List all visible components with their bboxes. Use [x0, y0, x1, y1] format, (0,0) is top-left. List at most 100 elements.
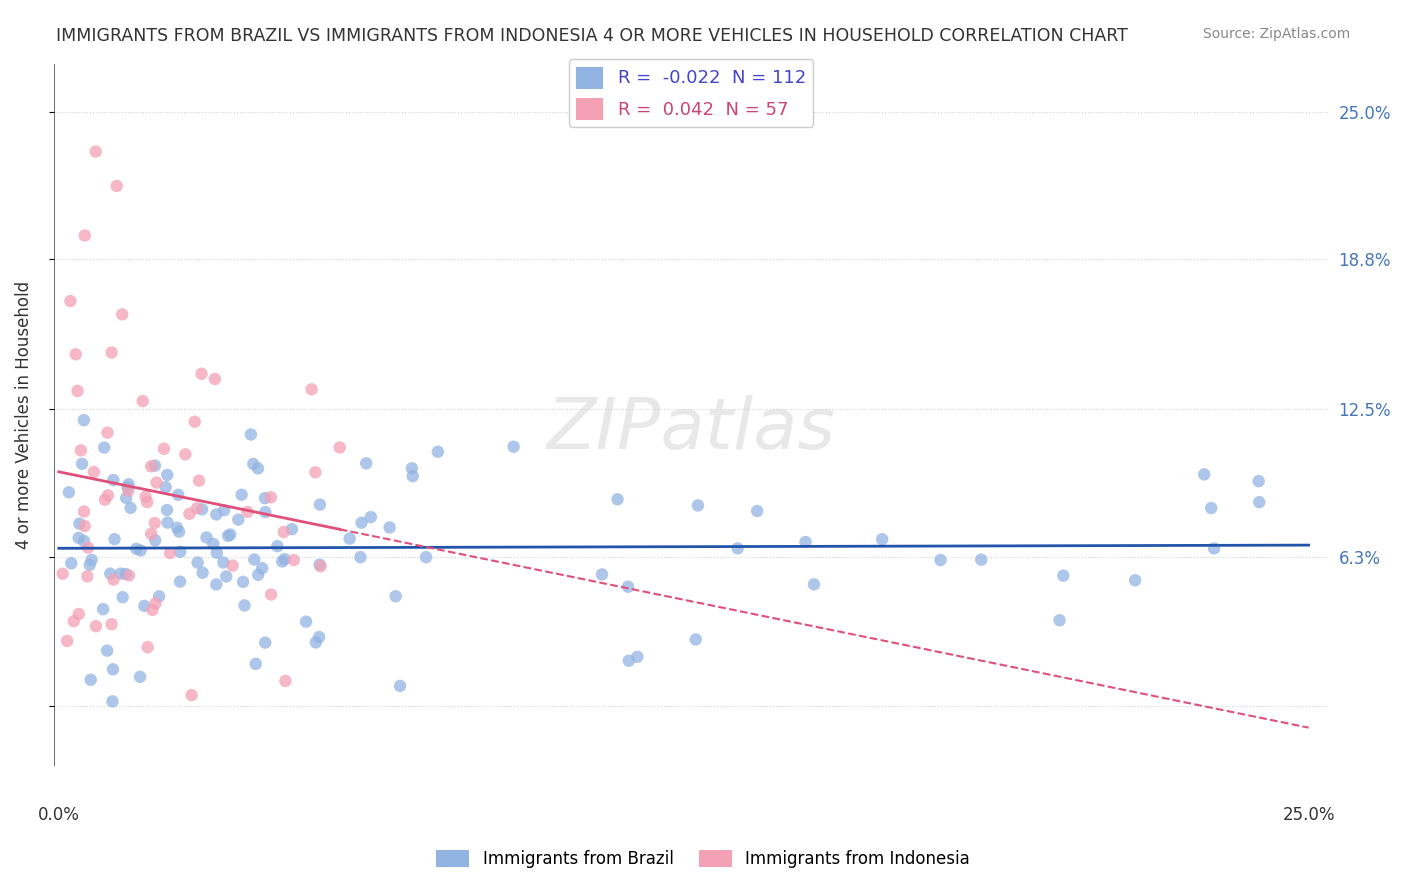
Immigrants from Brazil — [120, 500, 142, 515]
Immigrants from Brazil — [1192, 467, 1215, 482]
Legend: Immigrants from Brazil, Immigrants from Indonesia: Immigrants from Brazil, Immigrants from … — [429, 843, 977, 875]
Immigrants from Brazil — [169, 545, 191, 559]
Immigrants from Indonesia — [309, 559, 332, 574]
Immigrants from Brazil — [354, 456, 377, 470]
Immigrants from Brazil — [626, 649, 648, 664]
Immigrants from Brazil — [803, 577, 825, 591]
Immigrants from Brazil — [212, 503, 235, 517]
Immigrants from Brazil — [378, 520, 401, 534]
Immigrants from Brazil — [195, 530, 218, 544]
Immigrants from Indonesia — [73, 228, 96, 243]
Immigrants from Brazil — [73, 534, 96, 549]
Immigrants from Brazil — [727, 541, 749, 556]
Immigrants from Brazil — [80, 673, 103, 687]
Immigrants from Brazil — [1249, 495, 1271, 509]
Immigrants from Brazil — [747, 504, 769, 518]
Immigrants from Brazil — [148, 590, 170, 604]
Immigrants from Brazil — [401, 461, 423, 475]
Immigrants from Brazil — [1247, 474, 1270, 488]
Immigrants from Brazil — [110, 566, 132, 581]
Immigrants from Indonesia — [103, 573, 125, 587]
Immigrants from Brazil — [115, 491, 138, 505]
Immigrants from Indonesia — [59, 293, 82, 308]
Text: Source: ZipAtlas.com: Source: ZipAtlas.com — [1202, 27, 1350, 41]
Immigrants from Indonesia — [97, 488, 120, 502]
Immigrants from Indonesia — [139, 526, 162, 541]
Immigrants from Indonesia — [283, 553, 305, 567]
Immigrants from Brazil — [794, 535, 817, 549]
Immigrants from Indonesia — [65, 347, 87, 361]
Immigrants from Brazil — [115, 567, 138, 582]
Immigrants from Brazil — [219, 527, 242, 541]
Immigrants from Indonesia — [135, 490, 157, 504]
Y-axis label: 4 or more Vehicles in Household: 4 or more Vehicles in Household — [15, 281, 32, 549]
Immigrants from Indonesia — [84, 619, 107, 633]
Immigrants from Indonesia — [141, 603, 163, 617]
Immigrants from Brazil — [191, 566, 214, 580]
Immigrants from Brazil — [350, 516, 373, 530]
Immigrants from Brazil — [91, 602, 114, 616]
Immigrants from Brazil — [1202, 541, 1225, 556]
Immigrants from Brazil — [79, 558, 101, 572]
Immigrants from Indonesia — [76, 569, 98, 583]
Immigrants from Indonesia — [52, 566, 75, 581]
Immigrants from Brazil — [254, 635, 277, 649]
Immigrants from Indonesia — [143, 516, 166, 530]
Immigrants from Brazil — [134, 599, 156, 613]
Immigrants from Brazil — [103, 473, 125, 487]
Immigrants from Indonesia — [73, 519, 96, 533]
Immigrants from Brazil — [349, 550, 371, 565]
Immigrants from Brazil — [143, 533, 166, 548]
Immigrants from Indonesia — [153, 442, 176, 456]
Immigrants from Brazil — [167, 524, 190, 539]
Immigrants from Indonesia — [100, 617, 122, 632]
Immigrants from Brazil — [243, 552, 266, 566]
Immigrants from Brazil — [125, 541, 148, 556]
Immigrants from Brazil — [80, 553, 103, 567]
Immigrants from Brazil — [73, 413, 96, 427]
Immigrants from Brazil — [970, 552, 993, 566]
Immigrants from Indonesia — [136, 495, 159, 509]
Immigrants from Brazil — [117, 480, 139, 494]
Immigrants from Brazil — [60, 556, 83, 570]
Immigrants from Brazil — [309, 498, 332, 512]
Immigrants from Brazil — [1199, 501, 1222, 516]
Immigrants from Brazil — [247, 567, 270, 582]
Immigrants from Indonesia — [236, 505, 259, 519]
Immigrants from Brazil — [169, 574, 191, 589]
Immigrants from Brazil — [143, 458, 166, 473]
Immigrants from Indonesia — [70, 443, 93, 458]
Immigrants from Brazil — [93, 441, 115, 455]
Immigrants from Brazil — [187, 556, 209, 570]
Immigrants from Indonesia — [77, 541, 100, 555]
Immigrants from Brazil — [281, 522, 304, 536]
Immigrants from Brazil — [254, 505, 277, 519]
Immigrants from Brazil — [273, 552, 295, 566]
Immigrants from Brazil — [308, 558, 330, 572]
Immigrants from Brazil — [67, 531, 90, 545]
Immigrants from Indonesia — [186, 501, 208, 516]
Immigrants from Brazil — [156, 516, 179, 530]
Text: ZIPatlas: ZIPatlas — [547, 394, 835, 464]
Immigrants from Indonesia — [111, 307, 134, 321]
Immigrants from Brazil — [929, 553, 952, 567]
Immigrants from Indonesia — [100, 345, 122, 359]
Immigrants from Brazil — [591, 567, 613, 582]
Immigrants from Brazil — [215, 569, 238, 583]
Immigrants from Indonesia — [273, 524, 295, 539]
Immigrants from Indonesia — [96, 425, 118, 440]
Immigrants from Indonesia — [260, 491, 283, 505]
Immigrants from Brazil — [96, 643, 118, 657]
Immigrants from Indonesia — [62, 614, 84, 628]
Immigrants from Brazil — [156, 503, 179, 517]
Immigrants from Brazil — [205, 508, 228, 522]
Immigrants from Brazil — [685, 632, 707, 647]
Immigrants from Indonesia — [304, 465, 326, 479]
Immigrants from Brazil — [191, 502, 214, 516]
Immigrants from Brazil — [305, 635, 328, 649]
Immigrants from Brazil — [156, 467, 179, 482]
Immigrants from Brazil — [426, 444, 449, 458]
Immigrants from Indonesia — [274, 673, 297, 688]
Immigrants from Brazil — [233, 599, 256, 613]
Immigrants from Brazil — [266, 539, 288, 553]
